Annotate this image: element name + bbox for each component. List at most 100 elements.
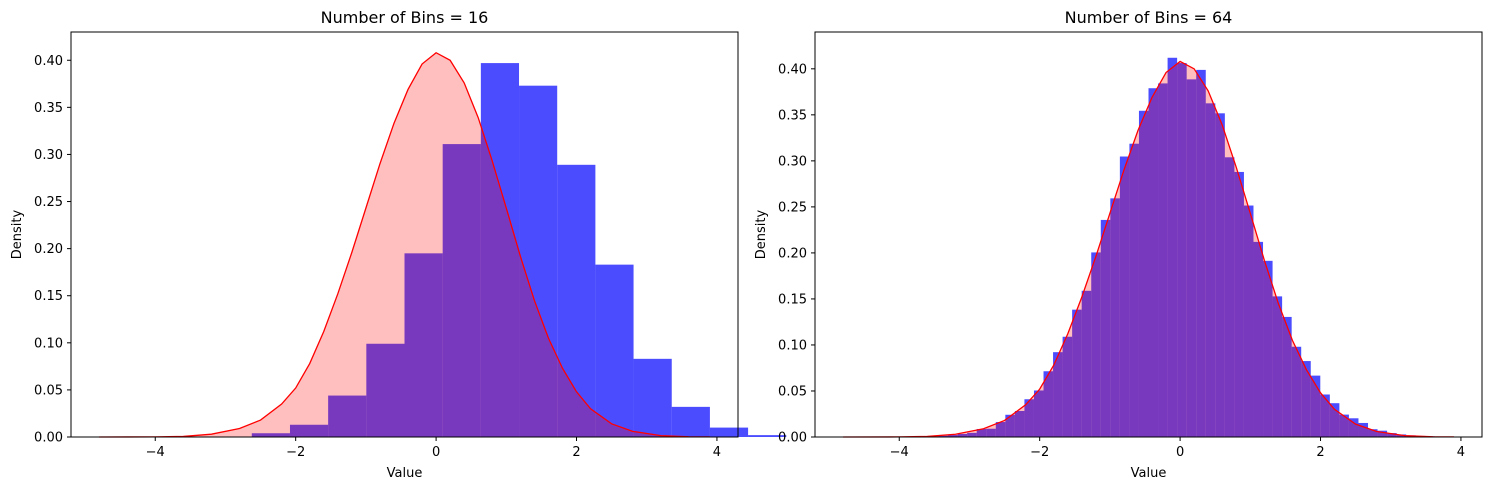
- histogram-bar: [1243, 205, 1254, 437]
- x-tick-label: 2: [1316, 445, 1324, 460]
- y-tick-label: 0.30: [778, 154, 807, 169]
- y-tick-label: 0.20: [34, 242, 63, 257]
- histogram-bar: [1119, 156, 1130, 438]
- histogram-bar: [1215, 113, 1225, 437]
- histogram-bar: [1320, 394, 1330, 437]
- chart-title: Number of Bins = 64: [1065, 8, 1233, 27]
- histogram-bar: [1100, 219, 1111, 437]
- histogram-bar: [1205, 103, 1216, 437]
- histogram-bar: [1377, 430, 1388, 437]
- axes-frame: [814, 31, 1483, 438]
- histogram-bar: [976, 428, 987, 437]
- histogram-bar: [595, 264, 634, 437]
- y-axis-label: Density: [754, 209, 769, 259]
- kde-fill: [99, 52, 710, 437]
- histogram-bar: [1224, 157, 1235, 437]
- histogram-bar: [1043, 371, 1054, 437]
- x-tick-label: 4: [1457, 445, 1465, 460]
- x-tick-label: −4: [890, 445, 909, 460]
- histogram-bar: [1301, 361, 1311, 437]
- y-tick-label: 0.05: [778, 384, 807, 399]
- histogram-bar: [957, 433, 968, 437]
- histogram-bar: [1272, 296, 1283, 437]
- histogram-bar: [1167, 57, 1178, 437]
- histogram-bar: [289, 424, 329, 437]
- histogram-bars: [843, 57, 1454, 438]
- histogram-bar: [480, 63, 520, 438]
- histogram-bar: [995, 422, 1006, 437]
- chart-2: −4 −2 0 2 4 0.00 0.05 0.10 0.15 0.20 0.25 0.30 0.35 0…: [754, 8, 1483, 481]
- x-tick-label: 4: [713, 445, 721, 460]
- histogram-bar: [1263, 260, 1273, 437]
- histogram-bar: [967, 432, 977, 437]
- histogram-bar: [748, 435, 787, 437]
- y-tick-label: 0.25: [778, 200, 807, 215]
- x-tick-label: −4: [146, 445, 165, 460]
- chart-title: Number of Bins = 16: [321, 8, 489, 27]
- histogram-bar: [366, 343, 405, 437]
- histogram-bar: [251, 433, 290, 437]
- y-tick-label: 0.25: [34, 195, 63, 210]
- histogram-bar: [1005, 414, 1015, 437]
- y-tick-label: 0.05: [34, 383, 63, 398]
- y-tick-label: 0.35: [778, 108, 807, 123]
- y-tick-label: 0.15: [34, 289, 63, 304]
- histogram-bar: [671, 406, 710, 437]
- y-axis-label: Density: [10, 209, 25, 259]
- chart-1: −4 −2 0 2 4 0.00 0.05 0.10 0.15 0.20 0.25 0.30 0.35 0…: [10, 8, 787, 481]
- histogram-bar: [1033, 390, 1044, 437]
- histogram-bar: [1177, 63, 1187, 437]
- histogram-bar: [1053, 352, 1063, 437]
- histogram-bar: [1368, 429, 1378, 437]
- y-tick-label: 0.40: [778, 62, 807, 77]
- axes-frame: [70, 31, 739, 438]
- histogram-bar: [709, 427, 749, 437]
- y-tick-label: 0.15: [778, 292, 807, 307]
- histogram-bar: [1310, 375, 1321, 437]
- y-tick-label: 0.00: [778, 431, 807, 446]
- y-tick-label: 0.35: [34, 101, 63, 116]
- histogram-bar: [1358, 422, 1369, 437]
- histogram-bar: [1138, 110, 1149, 437]
- histogram-bar: [1091, 252, 1101, 437]
- histogram-bar: [1348, 418, 1359, 437]
- histogram-bar: [1291, 346, 1302, 437]
- histogram-bar: [1158, 83, 1168, 437]
- kde-line: [99, 51, 710, 438]
- histogram-bar: [1129, 143, 1139, 438]
- histogram-bar: [1387, 433, 1397, 437]
- x-tick-label: −2: [286, 445, 305, 460]
- histogram-bar: [1282, 316, 1292, 437]
- y-tick-label: 0.10: [778, 338, 807, 353]
- histogram-bar: [328, 395, 367, 437]
- histogram-bar: [1253, 241, 1264, 437]
- histogram-bar: [442, 144, 481, 437]
- histogram-bar: [1062, 336, 1073, 437]
- kde-line: [843, 60, 1454, 438]
- histogram-bar: [1196, 69, 1206, 438]
- histogram-bar: [633, 358, 672, 437]
- x-tick-label: 2: [572, 445, 580, 460]
- histogram-bar: [1339, 414, 1349, 437]
- histogram-bar: [986, 428, 996, 437]
- x-axis-label: Value: [1131, 466, 1167, 481]
- histogram-bar: [1024, 399, 1034, 437]
- histogram-bar: [938, 435, 949, 437]
- y-tick-label: 0.00: [34, 431, 63, 446]
- x-tick-label: 0: [432, 445, 440, 460]
- y-tick-label: 0.20: [778, 246, 807, 261]
- histogram-bar: [1148, 88, 1159, 438]
- x-tick-label: −2: [1030, 445, 1049, 460]
- y-tick-label: 0.10: [34, 336, 63, 351]
- histogram-bar: [1014, 410, 1025, 437]
- histogram-bar: [1234, 171, 1244, 437]
- histogram-bar: [519, 85, 558, 438]
- histogram-bar: [1186, 79, 1197, 437]
- histogram-bar: [1081, 290, 1092, 437]
- histogram-bar: [1329, 403, 1340, 437]
- histogram-bar: [1072, 309, 1082, 437]
- x-tick-label: 0: [1176, 445, 1184, 460]
- histogram-bar: [948, 435, 958, 437]
- histogram-bar: [404, 253, 443, 437]
